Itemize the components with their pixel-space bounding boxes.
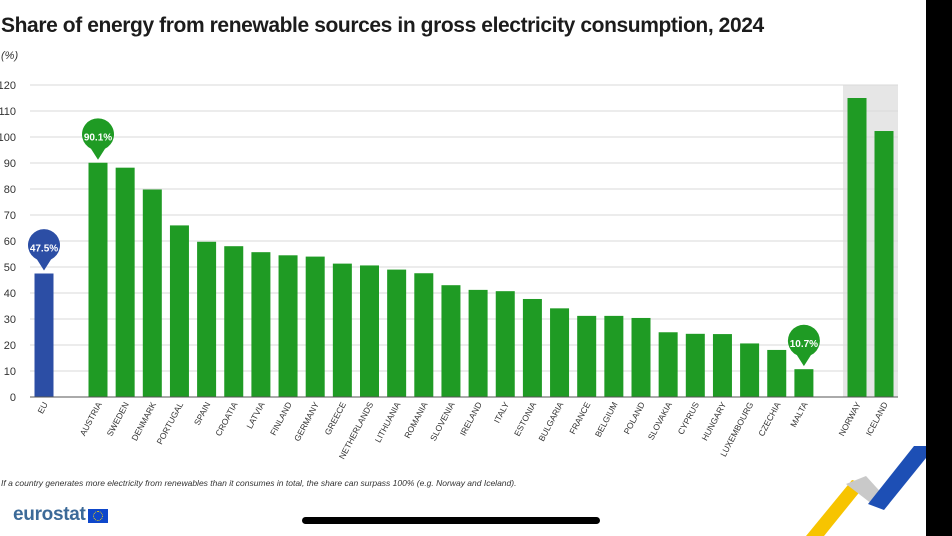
x-tick-label-ireland: IRELAND (458, 400, 484, 437)
bar-chart: 0 10 20 30 40 50 60 70 80 90 100 110 120 EU AUSTRIA SWE… (0, 80, 898, 461)
bar-lithuania (387, 269, 407, 397)
bar-slovenia (441, 285, 461, 397)
bar-spain (197, 241, 217, 397)
bar-croatia (224, 246, 244, 397)
x-tick-label-greece: GREECE (322, 400, 348, 437)
y-tick-label: 100 (0, 132, 16, 144)
chart-title: Share of energy from renewable sources i… (1, 14, 764, 37)
bar-belgium (604, 315, 624, 397)
x-tick-label-sweden: SWEDEN (105, 400, 131, 438)
x-tick-label-malta: MALTA (788, 400, 810, 429)
bar-czechia (767, 349, 787, 397)
ribbon-yellow-stripe (806, 480, 866, 536)
y-tick-label: 60 (4, 236, 16, 248)
x-tick-label-croatia: CROATIA (213, 400, 239, 438)
y-tick-label: 0 (10, 392, 16, 404)
y-tick-label: 30 (4, 314, 16, 326)
x-tick-label-portugal: PORTUGAL (155, 400, 186, 446)
x-tick-label-spain: SPAIN (192, 400, 213, 427)
y-tick-label: 120 (0, 80, 16, 92)
bar-ireland (468, 289, 488, 397)
eurostat-logo-text: eurostat (13, 504, 86, 525)
x-tick-label-hungary: HUNGARY (699, 400, 728, 442)
callout-label-austria: 90.1% (84, 133, 112, 144)
x-tick-label-denmark: DENMARK (129, 400, 158, 443)
ribbon-blue-stripe (868, 446, 926, 510)
y-tick-label: 50 (4, 262, 16, 274)
bar-netherlands (360, 265, 379, 397)
y-tick-label: 20 (4, 340, 16, 352)
bar-france (577, 315, 597, 397)
bar-bulgaria (550, 308, 570, 397)
bar-slovakia (658, 332, 678, 397)
x-tick-label-germany: GERMANY (292, 400, 321, 443)
x-tick-label-czechia: CZECHIA (756, 400, 782, 438)
callout-marker-eu (28, 229, 60, 271)
callout-label-eu: 47.5% (30, 244, 58, 255)
y-tick-label: 80 (4, 184, 16, 196)
home-indicator-bar[interactable] (302, 517, 600, 524)
x-tick-label-slovenia: SLOVENIA (428, 400, 457, 443)
x-tick-label-slovakia: SLOVAKIA (646, 400, 674, 442)
x-tick-label-belgium: BELGIUM (593, 400, 620, 438)
x-tick-label-eu: EU (35, 400, 49, 415)
x-tick-label-poland: POLAND (622, 400, 647, 436)
eurostat-logo: eurostat (13, 504, 108, 526)
x-tick-label-romania: ROMANIA (402, 400, 430, 440)
callout-marker-austria (82, 118, 114, 160)
decorative-ribbon-graphic (806, 446, 926, 536)
bar-estonia (522, 298, 542, 397)
bar-luxembourg (740, 343, 760, 397)
eu-flag-icon (87, 509, 108, 523)
x-tick-label-lithuania: LITHUANIA (373, 400, 403, 444)
bar-romania (414, 273, 434, 397)
bar-poland (631, 317, 651, 397)
x-tick-label-latvia: LATVIA (244, 400, 266, 430)
bar-portugal (169, 225, 189, 397)
bar-finland (278, 255, 298, 397)
y-tick-label: 90 (4, 158, 16, 170)
x-tick-label-italy: ITALY (492, 400, 511, 425)
y-tick-label: 10 (4, 366, 16, 378)
x-tick-label-bulgaria: BULGARIA (536, 400, 565, 443)
x-tick-label-estonia: ESTONIA (512, 400, 538, 438)
y-tick-label: 70 (4, 210, 16, 222)
x-tick-label-france: FRANCE (567, 400, 592, 436)
bar-germany (305, 256, 325, 397)
callout-label-malta: 10.7% (790, 339, 818, 350)
y-tick-label: 40 (4, 288, 16, 300)
bar-greece (332, 263, 352, 397)
bar-eu (34, 273, 54, 397)
x-tick-label-austria: AUSTRIA (78, 400, 104, 438)
x-tick-label-iceland: ICELAND (864, 400, 890, 437)
callout-marker-malta (787, 324, 820, 367)
x-tick-label-norway: NORWAY (836, 400, 862, 438)
y-tick-label: 110 (0, 106, 16, 118)
bar-denmark (142, 189, 162, 397)
y-axis-unit-label: (%) (1, 50, 19, 62)
chart-card: Share of energy from renewable sources i… (0, 0, 926, 536)
bar-hungary (712, 334, 732, 397)
bar-iceland (874, 131, 894, 397)
bar-malta (794, 369, 814, 397)
x-tick-label-cyprus: CYPRUS (676, 400, 702, 436)
chart-footnote: If a country generates more electricity … (1, 478, 517, 488)
bar-norway (847, 98, 867, 397)
bar-italy (495, 291, 515, 397)
bar-sweden (115, 167, 135, 397)
x-tick-label-finland: FINLAND (268, 400, 294, 437)
bar-cyprus (685, 333, 705, 397)
bar-austria (88, 162, 108, 397)
bar-latvia (251, 252, 271, 397)
